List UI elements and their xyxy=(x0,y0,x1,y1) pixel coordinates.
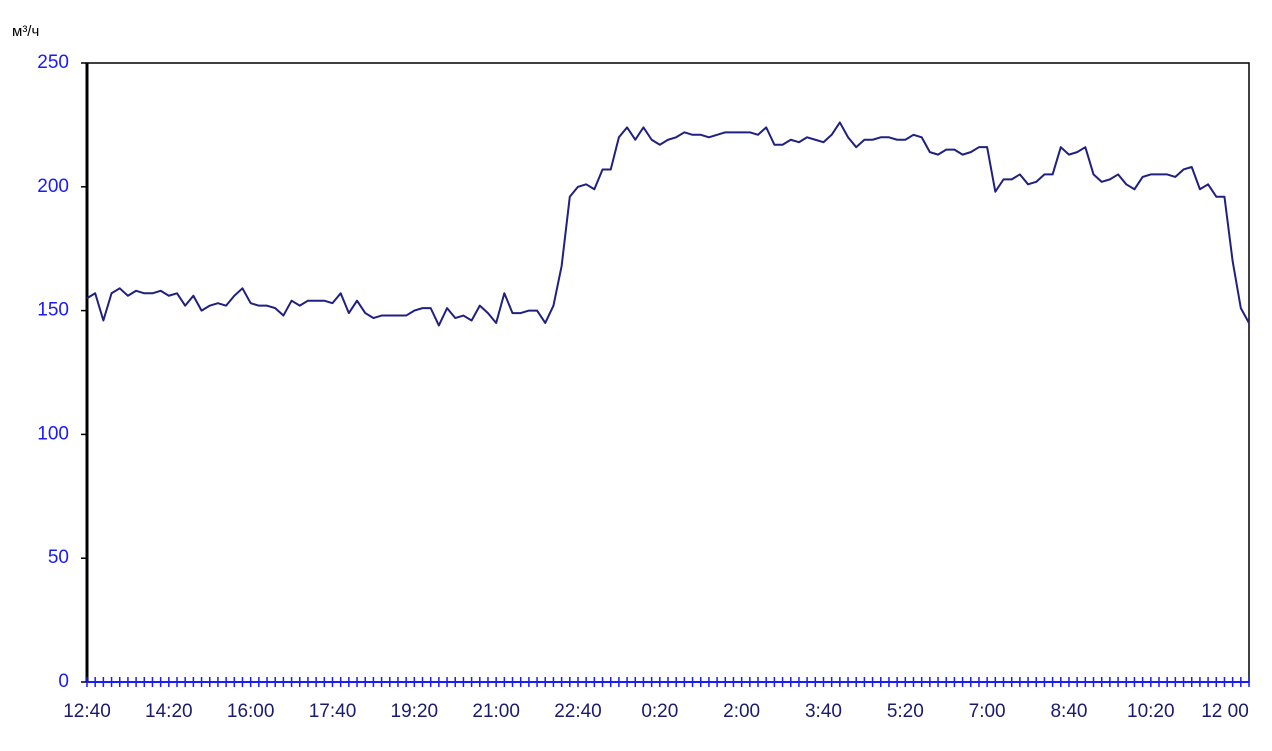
y-axis-unit: м³/ч xyxy=(12,23,39,40)
x-tick-label: 16:00 xyxy=(227,701,275,722)
y-tick-label: 0 xyxy=(58,671,69,692)
x-tick-label: 10:20 xyxy=(1127,701,1175,722)
x-tick-label: 17:40 xyxy=(309,701,357,722)
y-tick-label: 100 xyxy=(37,423,69,444)
plot-frame xyxy=(86,62,1250,683)
x-tick-label: 19:20 xyxy=(391,701,439,722)
x-tick-label: 21:00 xyxy=(472,701,520,722)
y-tick-label: 200 xyxy=(37,176,69,197)
y-tick-label: 150 xyxy=(37,300,69,321)
x-tick-label: 7:00 xyxy=(969,701,1006,722)
x-tick-label: 12 00 xyxy=(1201,701,1249,722)
x-tick-label: 5:20 xyxy=(887,701,924,722)
y-tick-label: 250 xyxy=(37,52,69,73)
x-tick-label: 3:40 xyxy=(805,701,842,722)
x-tick-label: 2:00 xyxy=(723,701,760,722)
x-tick-label: 12:40 xyxy=(63,701,111,722)
y-tick-label: 50 xyxy=(48,547,69,568)
x-tick-label: 14:20 xyxy=(145,701,193,722)
x-tick-label: 22:40 xyxy=(554,701,602,722)
x-tick-label: 8:40 xyxy=(1050,701,1087,722)
data-line xyxy=(86,121,1250,327)
x-tick-label: 0:20 xyxy=(641,701,678,722)
